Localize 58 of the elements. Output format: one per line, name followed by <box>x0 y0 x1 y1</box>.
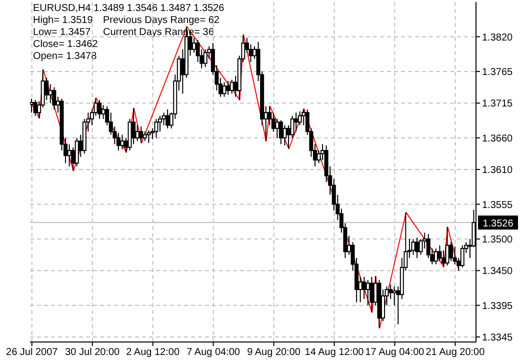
y-tick-label: 1.3715 <box>482 98 514 110</box>
candlestick <box>434 248 438 265</box>
candlestick <box>226 80 230 96</box>
x-tick-label: 17 Aug 04:00 <box>365 347 425 358</box>
candlestick <box>370 276 374 313</box>
candlestick <box>449 242 454 262</box>
chart-title: EURUSD,H4 1.3489 1.3546 1.3487 1.3526 <box>33 3 224 15</box>
candlestick <box>48 84 52 104</box>
candlestick <box>33 99 38 116</box>
candlestick <box>366 280 370 306</box>
candlestick <box>415 237 420 258</box>
candlestick <box>166 108 170 129</box>
candlestick <box>132 108 136 145</box>
ref-line-label: 1.3526 <box>482 218 514 230</box>
y-tick-label: 1.3610 <box>482 165 514 176</box>
candlestick <box>74 137 79 167</box>
candlestick <box>30 98 34 114</box>
y-tick-label: 1.3500 <box>482 234 514 246</box>
candlestick <box>411 238 416 256</box>
candlestick <box>139 126 144 144</box>
candlestick <box>135 124 140 142</box>
annotation: High= 1.3519 <box>33 15 93 27</box>
candlestick <box>192 38 196 54</box>
candlestick <box>222 82 226 98</box>
candlestick <box>101 104 106 120</box>
x-tick-label: 30 Jul 20:00 <box>65 347 120 358</box>
candlestick <box>294 112 298 132</box>
y-tick-label: 1.3660 <box>482 133 514 144</box>
x-tick-label: 2 Aug 12:00 <box>126 347 180 358</box>
y-tick-label: 1.3765 <box>482 67 514 78</box>
candlestick <box>275 118 280 138</box>
candlestick <box>282 124 287 146</box>
x-tick-label: 26 Jul 2007 <box>6 347 58 358</box>
x-tick-label: 21 Aug 20:00 <box>426 347 486 358</box>
candlestick <box>460 244 464 268</box>
y-tick-label: 1.3450 <box>482 266 514 278</box>
y-tick-label: 1.3395 <box>482 300 514 312</box>
y-tick-label: 1.3820 <box>482 32 514 44</box>
x-tick-label: 7 Aug 04:00 <box>186 347 240 358</box>
x-tick-label: 14 Aug 12:00 <box>304 347 364 358</box>
candlestick <box>278 120 283 145</box>
candlestick <box>146 130 151 144</box>
candlestick <box>98 99 102 120</box>
y-tick-label: 1.3345 <box>482 332 514 344</box>
y-tick-label: 1.3555 <box>482 200 514 211</box>
candlestick <box>67 144 72 167</box>
x-tick-label: 9 Aug 20:00 <box>247 347 301 358</box>
annotation: Low= 1.3457 <box>33 27 91 39</box>
line-series <box>31 26 460 329</box>
candlestick <box>154 118 158 138</box>
candlestick <box>52 86 56 110</box>
candlestick <box>445 226 450 266</box>
candlestick <box>203 48 208 68</box>
candlestick <box>120 134 124 150</box>
annotation: Previous Days Range= 62 <box>103 15 220 27</box>
candlestick <box>142 131 147 142</box>
annotation: Close= 1.3462 <box>33 39 98 51</box>
annotation: Open= 1.3478 <box>33 51 97 63</box>
